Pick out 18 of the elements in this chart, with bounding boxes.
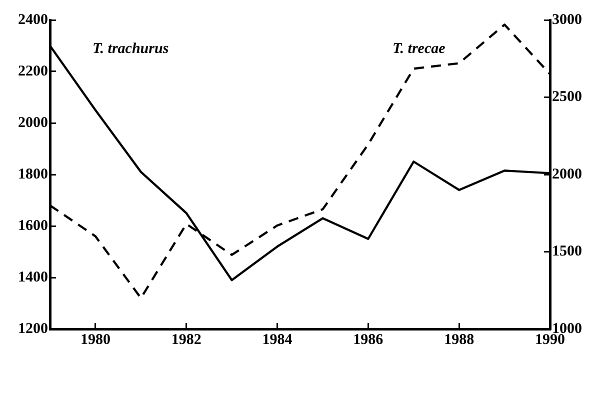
x-tick-label: 1984 (262, 332, 293, 348)
y-tick-label: 1200 (18, 320, 48, 337)
y-tick-label: 2200 (18, 63, 48, 80)
y-tick-label: 1400 (18, 269, 48, 286)
y-tick-label: 1800 (18, 166, 48, 182)
series-label: T. trachurus (92, 41, 169, 57)
y2-tick-label: 2500 (552, 89, 582, 106)
y2-tick-label: 1500 (552, 244, 582, 260)
y-tick-label: 1600 (18, 218, 48, 234)
x-tick-label: 1982 (171, 332, 202, 348)
y2-tick-label: 2000 (552, 166, 582, 182)
y2-tick-label: 3000 (552, 12, 582, 28)
x-tick-label: 1986 (353, 332, 384, 348)
x-tick-label: 1980 (80, 332, 110, 348)
series-label: T. trecae (392, 41, 446, 57)
x-tick-label: 1988 (444, 332, 474, 348)
y-tick-label: 2400 (18, 12, 48, 28)
y-tick-label: 2000 (18, 114, 48, 131)
